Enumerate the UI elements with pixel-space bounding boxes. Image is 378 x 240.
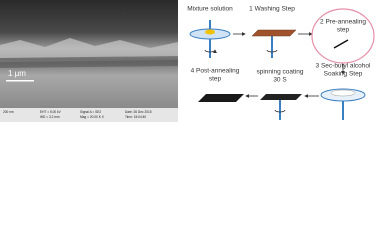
soaking-stage [320,88,366,120]
post-annealing-stage [198,94,244,102]
sem-info: Signal A = SE2 [80,110,101,114]
step-label: 2 Pre-annealing [320,19,366,26]
sem-info: Mag = 20.00 K X [80,115,105,119]
step-label: 1 Washing Step [249,6,295,13]
sem-info: Time: 15:04:40 [125,115,146,119]
step-label: step [337,27,350,34]
spin-stage [260,94,302,120]
step-label: step [209,76,222,83]
mixture-stage [189,20,231,58]
step-label: spinning coating [257,69,304,76]
step-label: 4 Post-annealing [191,68,240,75]
step-label: 3 Sec-butyl alcohol [316,63,371,70]
step-label: Mixture solution [187,6,233,13]
step-label: 30 S [273,77,287,84]
washing-stage [251,29,297,58]
sem-info: Date: 26 Dec 2015 [125,110,152,114]
scale-label: 1 μm [8,69,26,78]
sem-info: WD = 3.2 mm [40,115,60,119]
step-label: Soaking Step [324,71,363,78]
pre-annealing-stage [311,8,375,64]
process-diagram: Mixture solution 1 Washing Step 2 Pre-anne… [187,6,375,120]
sem-info: 200 nm [3,110,14,114]
sem-info: EHT = 5.00 kV [40,110,62,114]
